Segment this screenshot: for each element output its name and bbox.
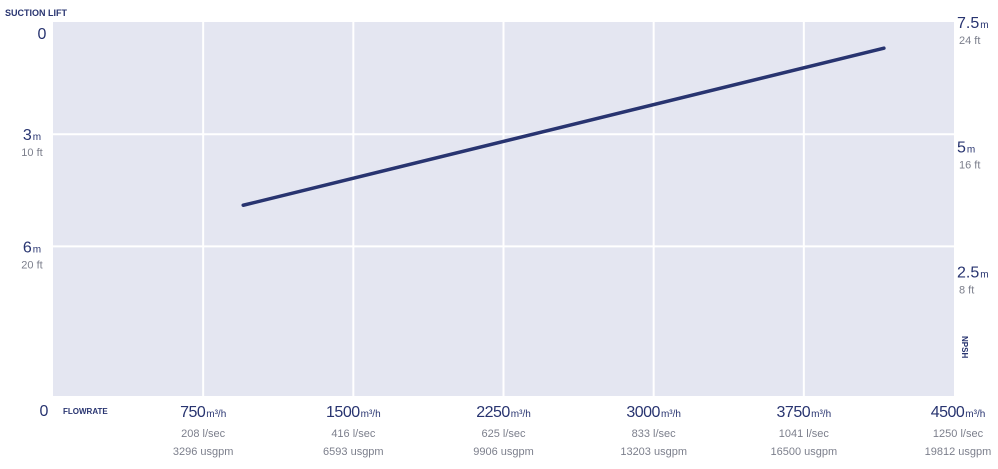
x-tick-sublabel-usgpm: 13203 usgpm bbox=[620, 446, 687, 458]
y-axis-title: SUCTION LIFT bbox=[5, 8, 67, 18]
x-tick-sublabel-lsec: 208 l/sec bbox=[181, 428, 226, 440]
y-tick-label: 6m bbox=[23, 239, 41, 256]
grid-horizontal bbox=[53, 133, 954, 248]
y2-tick-sublabel: 8 ft bbox=[959, 284, 974, 296]
x-tick-sublabel-usgpm: 19812 usgpm bbox=[925, 446, 992, 458]
x-tick-sublabel-usgpm: 6593 usgpm bbox=[323, 446, 384, 458]
series-group bbox=[241, 46, 886, 208]
x-tick-label: 1500m³/h bbox=[326, 404, 381, 421]
y2-tick-sublabel: 24 ft bbox=[959, 35, 980, 47]
y2-tick-label: 7.5m bbox=[957, 15, 989, 32]
x-tick-sublabel-usgpm: 3296 usgpm bbox=[173, 446, 234, 458]
x-tick-label: 3000m³/h bbox=[626, 404, 681, 421]
x-tick-label: 0 bbox=[40, 403, 49, 420]
y-tick-label: 0 bbox=[38, 26, 47, 43]
x-tick-sublabel-lsec: 625 l/sec bbox=[481, 428, 526, 440]
y-tick-label: 3m bbox=[23, 127, 41, 144]
y2-tick-sublabel: 16 ft bbox=[959, 160, 980, 172]
x-tick-label: 750m³/h bbox=[180, 404, 226, 421]
x-tick-sublabel-usgpm: 16500 usgpm bbox=[770, 446, 837, 458]
y2-tick-labels: 7.5m 24 ft 5m 16 ft 2.5m 8 ft bbox=[957, 15, 989, 296]
y-tick-sublabel: 20 ft bbox=[21, 259, 42, 271]
x-tick-sublabel-usgpm: 9906 usgpm bbox=[473, 446, 534, 458]
x-tick-label: 3750m³/h bbox=[777, 404, 832, 421]
x-tick-labels: 0 750m³/h 208 l/sec 3296 usgpm 1500m³/h 416 l… bbox=[40, 403, 992, 458]
x-tick-label: 2250m³/h bbox=[476, 404, 531, 421]
y2-tick-label: 2.5m bbox=[957, 264, 989, 281]
x-tick-sublabel-lsec: 1250 l/sec bbox=[933, 428, 984, 440]
y-tick-labels: 0 3m 10 ft 6m 20 ft bbox=[21, 26, 46, 271]
x-tick-sublabel-lsec: 416 l/sec bbox=[331, 428, 376, 440]
grid-vertical bbox=[202, 22, 805, 396]
series-line bbox=[241, 46, 886, 208]
x-tick-label: 4500m³/h bbox=[931, 404, 986, 421]
x-tick-sublabel-lsec: 1041 l/sec bbox=[779, 428, 830, 440]
y2-tick-label: 5m bbox=[957, 140, 975, 157]
x-tick-sublabel-lsec: 833 l/sec bbox=[632, 428, 677, 440]
x-axis-title: FLOWRATE bbox=[63, 407, 108, 416]
y-tick-sublabel: 10 ft bbox=[21, 147, 42, 159]
y2-axis-title: NPSH bbox=[960, 336, 969, 358]
